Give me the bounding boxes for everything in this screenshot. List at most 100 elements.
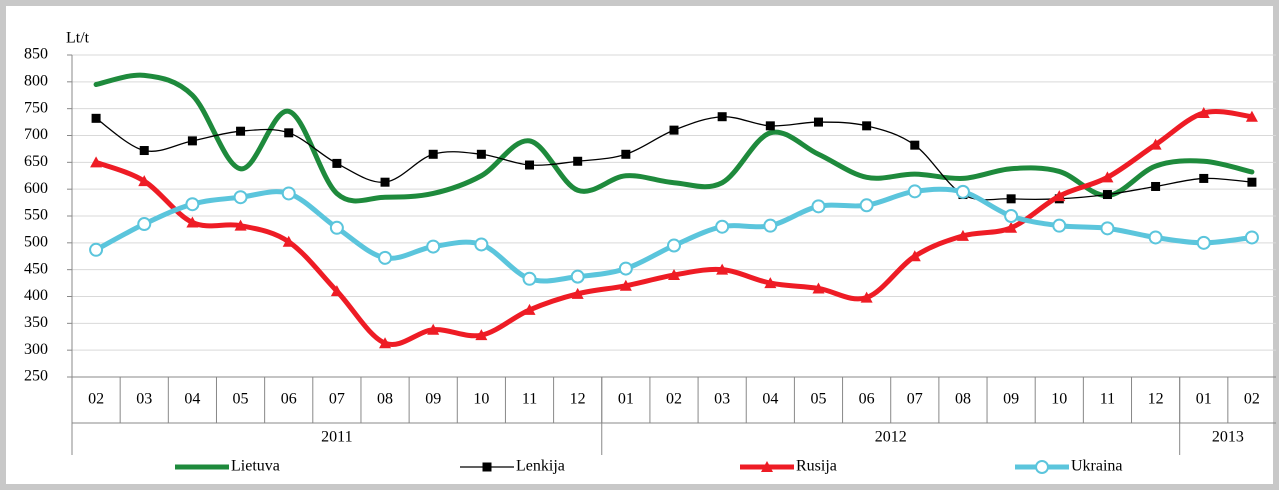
data-point [1004, 209, 1019, 223]
series-line [93, 72, 1255, 204]
data-point [378, 250, 393, 265]
data-point [91, 113, 101, 123]
data-point [427, 323, 440, 335]
y-tick-label: 750 [24, 99, 48, 116]
x-tick-label: 12 [1148, 391, 1164, 408]
data-point [621, 149, 631, 159]
y-tick-label: 600 [24, 180, 48, 197]
data-point [570, 269, 585, 284]
data-point [1149, 138, 1162, 150]
data-point [1100, 221, 1115, 236]
data-point [910, 140, 920, 150]
data-point [571, 287, 584, 299]
data-point [89, 242, 104, 257]
data-point [522, 271, 537, 286]
data-point [955, 184, 970, 199]
data-point [908, 250, 921, 262]
data-point [476, 149, 486, 159]
data-point [1006, 194, 1016, 204]
data-point [859, 198, 874, 213]
x-tick-label: 11 [522, 391, 537, 408]
group-label: 2013 [1212, 429, 1244, 446]
data-point [474, 237, 489, 252]
data-point [618, 261, 633, 276]
x-tick-label: 02 [666, 391, 682, 408]
data-point [137, 217, 152, 232]
data-point [426, 239, 441, 254]
x-tick-label: 06 [281, 391, 297, 408]
data-point [379, 337, 392, 349]
data-point [763, 218, 778, 233]
series-line [93, 186, 1255, 284]
data-point [1196, 235, 1211, 250]
legend-marker [482, 462, 492, 472]
y-tick-label: 650 [24, 153, 48, 170]
y-tick-label: 800 [24, 73, 48, 90]
data-point [329, 220, 344, 235]
data-point [428, 149, 438, 159]
data-point [233, 190, 248, 205]
data-point [185, 197, 200, 212]
x-tick-label: 05 [810, 391, 826, 408]
data-point [380, 177, 390, 187]
data-point [668, 269, 680, 281]
group-label: 2012 [875, 429, 907, 446]
legend-marker [761, 461, 773, 472]
data-point [717, 112, 727, 122]
x-tick-label: 06 [859, 391, 875, 408]
y-tick-label: 450 [24, 260, 48, 277]
data-point [330, 285, 343, 297]
data-point [813, 117, 823, 127]
legend-label: Lenkija [516, 458, 565, 475]
data-point [860, 291, 873, 303]
data-point [573, 156, 583, 166]
data-point [1199, 173, 1209, 183]
data-point [1245, 110, 1258, 122]
x-tick-label: 12 [570, 391, 586, 408]
data-point [1005, 221, 1018, 233]
data-point [1148, 230, 1163, 245]
y-tick-label: 350 [24, 314, 48, 331]
data-point [812, 282, 825, 294]
x-tick-label: 03 [136, 391, 152, 408]
y-tick-label: 400 [24, 287, 48, 304]
x-tick-label: 08 [377, 391, 393, 408]
data-point [138, 175, 151, 187]
data-point [956, 229, 969, 241]
data-point [525, 160, 535, 170]
x-tick-label: 09 [425, 391, 441, 408]
x-tick-label: 09 [1003, 391, 1019, 408]
data-point [1052, 218, 1067, 233]
data-point [764, 277, 777, 289]
legend-label: Ukraina [1071, 458, 1123, 475]
data-point [716, 263, 729, 275]
data-point [1102, 190, 1112, 200]
data-point [619, 279, 632, 291]
data-point [282, 235, 295, 247]
y-tick-label: 550 [24, 207, 48, 224]
data-point [1101, 171, 1114, 183]
data-point [475, 329, 488, 341]
data-point [765, 121, 775, 131]
data-point [669, 125, 679, 135]
data-point [281, 186, 296, 201]
data-point [862, 121, 872, 131]
x-tick-label: 07 [329, 391, 345, 408]
legend-marker [1035, 460, 1049, 474]
legend-label: Rusija [796, 458, 837, 475]
data-point [90, 156, 103, 168]
data-point [234, 219, 247, 231]
data-point [284, 128, 294, 138]
x-tick-label: 08 [955, 391, 971, 408]
data-point [523, 303, 536, 315]
data-point [1247, 177, 1257, 187]
x-tick-label: 04 [184, 391, 200, 408]
y-tick-label: 250 [24, 368, 48, 385]
group-label: 2011 [321, 429, 352, 446]
data-point [1197, 106, 1210, 118]
x-tick-label: 03 [714, 391, 730, 408]
legend-label: Lietuva [231, 458, 280, 475]
x-tick-label: 10 [473, 391, 489, 408]
x-tick-label: 02 [88, 391, 104, 408]
